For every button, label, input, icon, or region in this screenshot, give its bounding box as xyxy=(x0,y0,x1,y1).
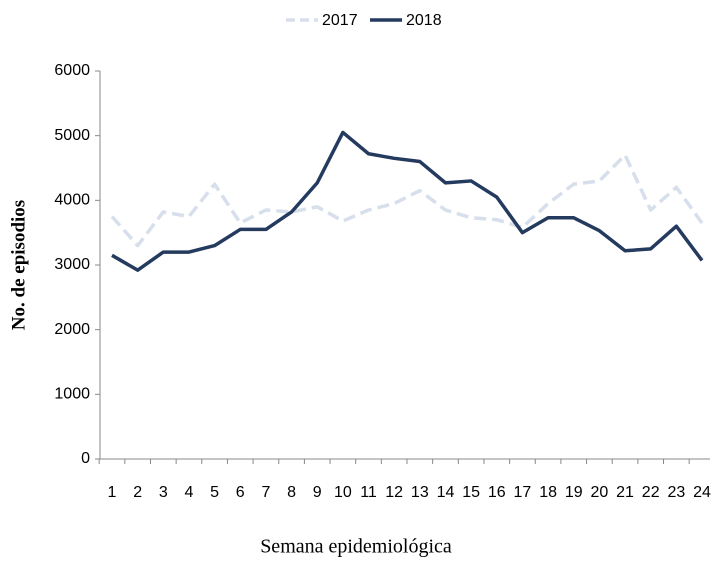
x-tick-label: 1 xyxy=(108,484,117,501)
series-line xyxy=(111,130,704,272)
x-tick-label: 4 xyxy=(185,484,194,501)
x-tick-label: 23 xyxy=(667,484,685,501)
x-tick-label: 14 xyxy=(437,484,455,501)
legend-label: 2018 xyxy=(406,12,442,29)
y-tick-label: 1000 xyxy=(54,386,90,403)
x-tick-label: 12 xyxy=(385,484,403,501)
x-tick-label: 10 xyxy=(334,484,352,501)
x-tick-label: 7 xyxy=(261,484,270,501)
x-tick-label: 24 xyxy=(693,484,711,501)
x-tick-label: 11 xyxy=(360,484,377,501)
x-tick-label: 19 xyxy=(565,484,583,501)
x-tick-label: 21 xyxy=(616,484,634,501)
legend-label: 2017 xyxy=(322,12,358,29)
x-tick-label: 8 xyxy=(287,484,296,501)
x-tick-label: 20 xyxy=(590,484,608,501)
x-axis-title: Semana epidemiológica xyxy=(260,536,452,558)
x-tick-label: 16 xyxy=(488,484,506,501)
y-axis-title: No. de episodios xyxy=(8,200,29,330)
x-tick-label: 6 xyxy=(236,484,245,501)
x-tick-label: 2 xyxy=(133,484,142,501)
y-tick-label: 2000 xyxy=(54,321,90,338)
y-tick-label: 4000 xyxy=(54,192,90,209)
y-tick-label: 5000 xyxy=(54,127,90,144)
x-tick-label: 3 xyxy=(159,484,168,501)
x-tick-label: 15 xyxy=(462,484,480,501)
x-tick-label: 18 xyxy=(539,484,557,501)
x-tick-label: 13 xyxy=(411,484,429,501)
x-tick-label: 17 xyxy=(514,484,532,501)
x-tick-label: 22 xyxy=(642,484,660,501)
y-tick-label: 6000 xyxy=(54,62,90,79)
y-tick-label: 0 xyxy=(81,450,90,467)
x-tick-label: 9 xyxy=(313,484,322,501)
y-tick-label: 3000 xyxy=(54,256,90,273)
x-tick-label: 5 xyxy=(210,484,219,501)
series-line xyxy=(110,153,704,248)
